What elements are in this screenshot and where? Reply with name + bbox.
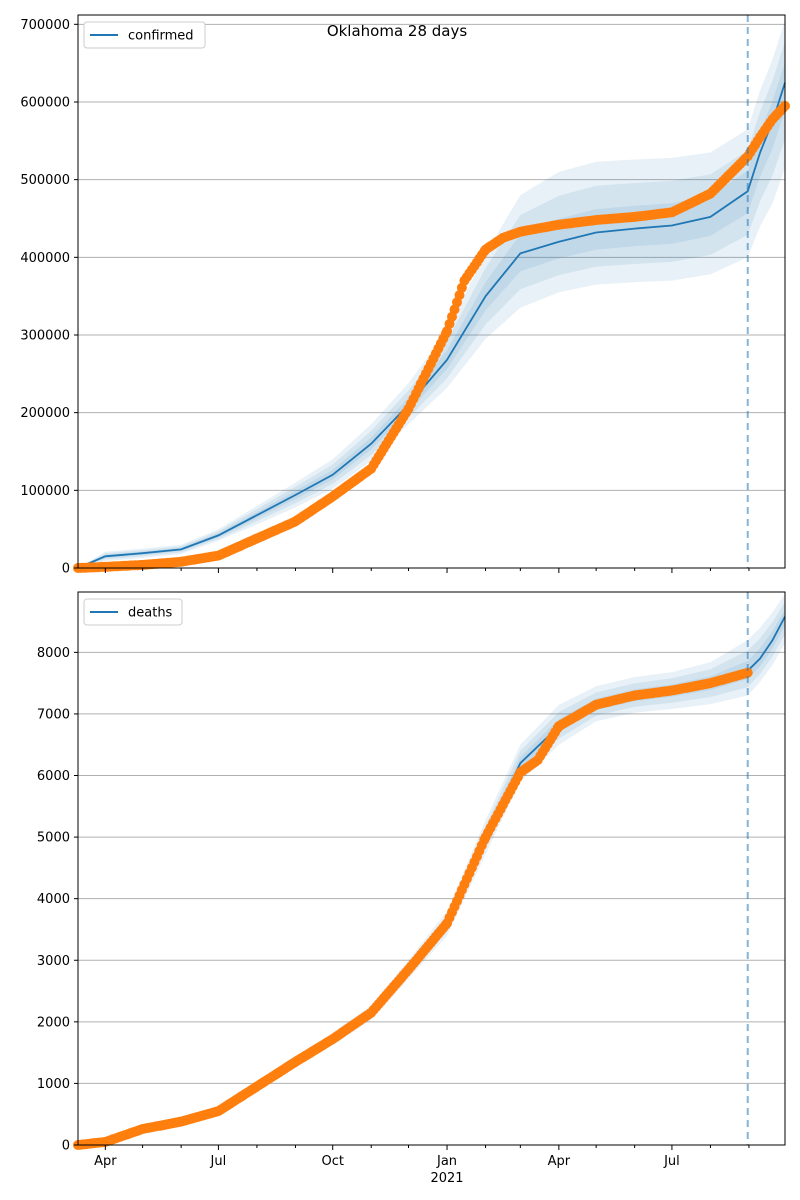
confirmed-legend-label: confirmed: [128, 29, 194, 44]
confirmed-y-tick-label: 300000: [20, 328, 70, 343]
deaths-grid: [78, 651, 785, 1146]
confirmed-legend-box: [83, 21, 206, 49]
deaths-y-tick-label: 0: [62, 1139, 70, 1154]
confirmed-y-tick-label: 200000: [20, 406, 70, 421]
deaths-y-tick-label: 3000: [37, 954, 70, 969]
deaths-y-tick-label: 6000: [37, 769, 70, 784]
x-tick-label: Apr: [548, 1154, 571, 1169]
deaths-y-tick-label: 7000: [37, 707, 70, 722]
deaths-y-tick-label: 5000: [37, 831, 70, 846]
confirmed-y-tick-label: 600000: [20, 95, 70, 110]
confirmed-model-line: [77, 82, 786, 569]
deaths-x-ticks: Apr Jul Oct Jan Apr Jul: [94, 1145, 750, 1169]
deaths-legend: deaths: [83, 598, 183, 626]
confirmed-y-tick-label: 0: [62, 562, 70, 577]
deaths-y-tick-label: 8000: [37, 646, 70, 661]
deaths-legend-label: deaths: [128, 606, 173, 621]
confirmed-y-tick-label: 100000: [20, 484, 70, 499]
deaths-observed-point: [742, 667, 753, 678]
x-tick-label: Jul: [663, 1154, 680, 1169]
x-axis-year-label: 2021: [430, 1171, 463, 1186]
x-tick-label: Jan: [436, 1154, 457, 1169]
deaths-y-tick-label: 2000: [37, 1015, 70, 1030]
x-tick-label: Jul: [210, 1154, 227, 1169]
confirmed-y-tick-label: 500000: [20, 173, 70, 188]
deaths-observed-points: [73, 667, 753, 1150]
deaths-legend-box: [83, 598, 183, 626]
confirmed-legend: confirmed: [83, 21, 206, 49]
confirmed-observed-points: [73, 100, 790, 573]
confirmed-model-series-line: [77, 82, 786, 569]
confirmed-y-tick-label: 400000: [20, 251, 70, 266]
confirmed-y-tick-label: 700000: [20, 18, 70, 33]
x-tick-label: Apr: [94, 1154, 117, 1169]
deaths-y-tick-label: 4000: [37, 892, 70, 907]
x-tick-label: Oct: [321, 1154, 343, 1169]
confirmed-axes-frame: [77, 14, 786, 569]
panel-confirmed: 0 100000 200000 300000 400000 500000 600000 700…: [20, 14, 790, 577]
deaths-axes-frame: [77, 591, 786, 1146]
deaths-y-tick-label: 1000: [37, 1077, 70, 1092]
figure-title: Oklahoma 28 days: [327, 22, 468, 40]
panel-deaths: 0 1000 2000 3000 4000 5000 6000 7000 8000 Apr Jul…: [37, 591, 786, 1186]
confirmed-x-ticks: [104, 568, 750, 573]
confirmed-y-ticks: 0 100000 200000 300000 400000 500000 600000 700…: [20, 18, 78, 577]
deaths-y-ticks: 0 1000 2000 3000 4000 5000 6000 7000 8000: [37, 646, 78, 1154]
